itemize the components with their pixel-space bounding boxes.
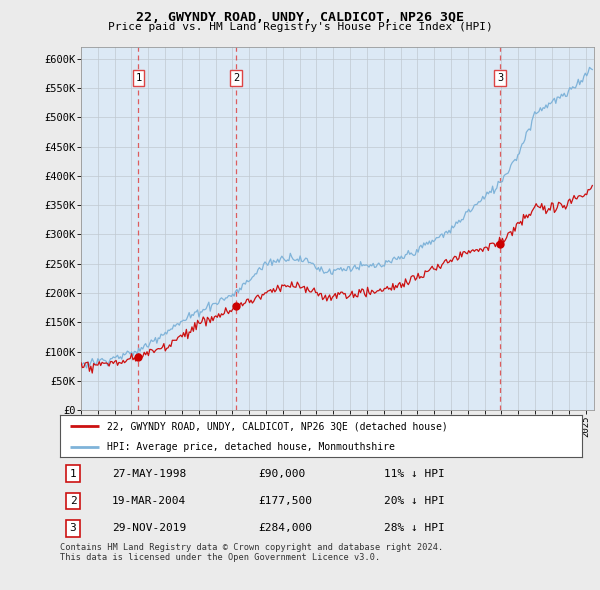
Text: HPI: Average price, detached house, Monmouthshire: HPI: Average price, detached house, Monm… <box>107 442 395 451</box>
Text: 3: 3 <box>70 523 76 533</box>
Text: £284,000: £284,000 <box>259 523 313 533</box>
Text: 2: 2 <box>233 73 239 83</box>
Text: 2: 2 <box>70 496 76 506</box>
Text: £177,500: £177,500 <box>259 496 313 506</box>
Text: 22, GWYNDY ROAD, UNDY, CALDICOT, NP26 3QE: 22, GWYNDY ROAD, UNDY, CALDICOT, NP26 3Q… <box>136 11 464 24</box>
Text: 19-MAR-2004: 19-MAR-2004 <box>112 496 187 506</box>
Text: 28% ↓ HPI: 28% ↓ HPI <box>383 523 445 533</box>
Text: 22, GWYNDY ROAD, UNDY, CALDICOT, NP26 3QE (detached house): 22, GWYNDY ROAD, UNDY, CALDICOT, NP26 3Q… <box>107 421 448 431</box>
Text: 1: 1 <box>135 73 142 83</box>
Text: Contains HM Land Registry data © Crown copyright and database right 2024.
This d: Contains HM Land Registry data © Crown c… <box>60 543 443 562</box>
Text: 1: 1 <box>70 468 76 478</box>
Text: 20% ↓ HPI: 20% ↓ HPI <box>383 496 445 506</box>
Text: £90,000: £90,000 <box>259 468 305 478</box>
Text: 29-NOV-2019: 29-NOV-2019 <box>112 523 187 533</box>
Text: Price paid vs. HM Land Registry's House Price Index (HPI): Price paid vs. HM Land Registry's House … <box>107 22 493 32</box>
Text: 27-MAY-1998: 27-MAY-1998 <box>112 468 187 478</box>
Text: 3: 3 <box>497 73 503 83</box>
Text: 11% ↓ HPI: 11% ↓ HPI <box>383 468 445 478</box>
